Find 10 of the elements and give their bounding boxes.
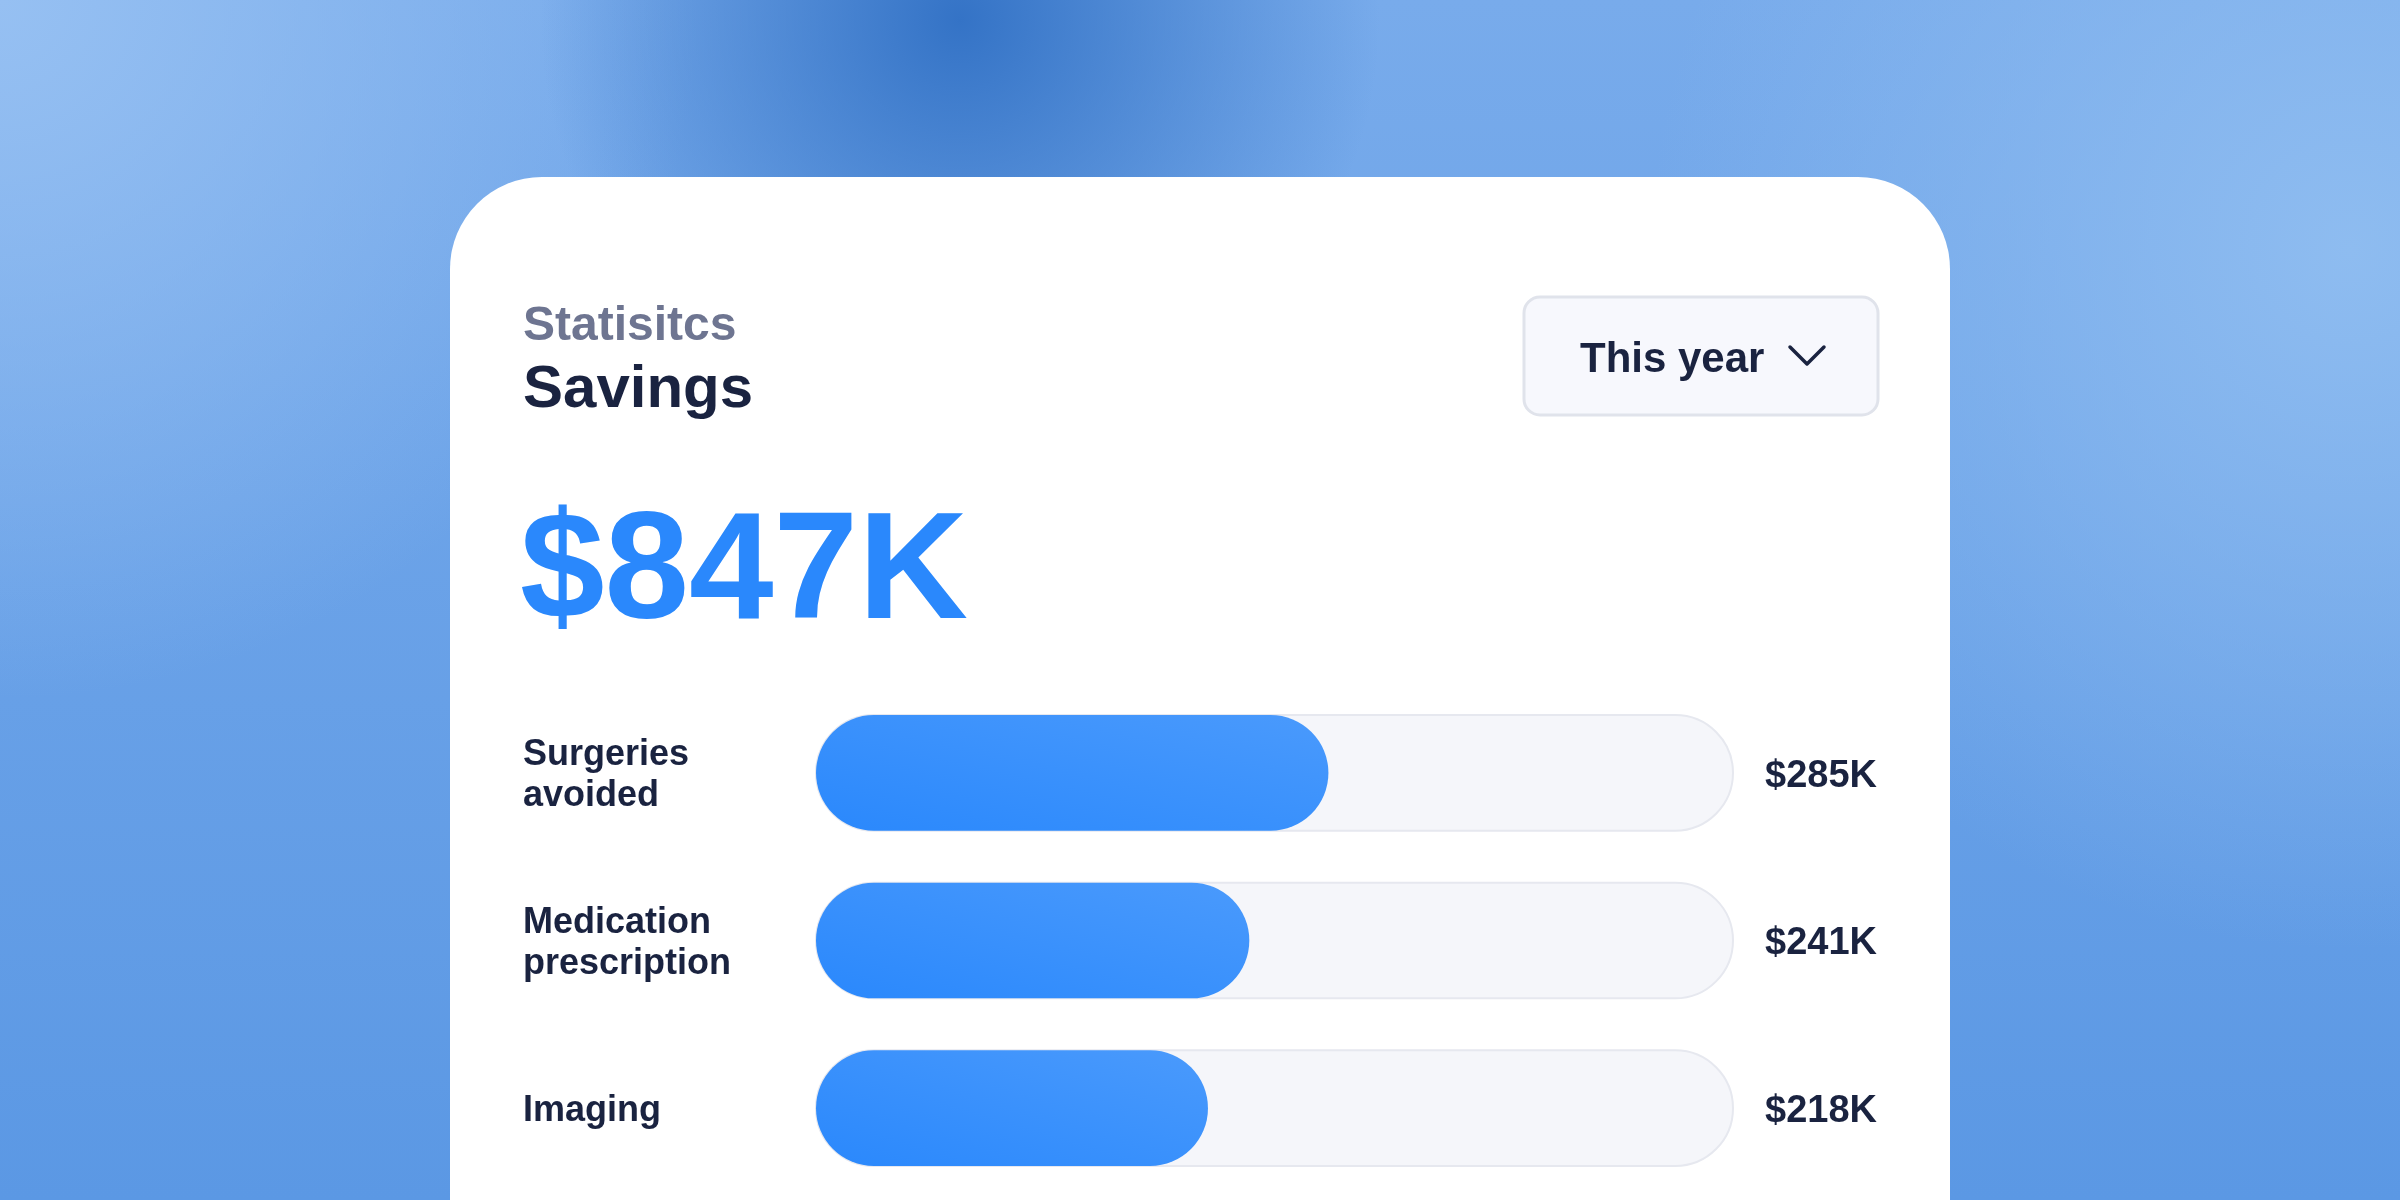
text: This year — [1580, 334, 1765, 381]
y-tick-label: Imaging — [523, 1088, 662, 1130]
y-tick-label: Medication prescription — [523, 899, 732, 982]
data-label: $285K — [1765, 752, 1878, 795]
text: $847K — [520, 480, 968, 650]
data-label: $241K — [1765, 920, 1878, 963]
chart-subtitle: Statisitcs — [523, 297, 737, 350]
chart-title: Savings — [523, 353, 754, 420]
data-label: $218K — [1765, 1087, 1878, 1130]
y-tick-label: Surgeries avoided — [523, 732, 690, 815]
